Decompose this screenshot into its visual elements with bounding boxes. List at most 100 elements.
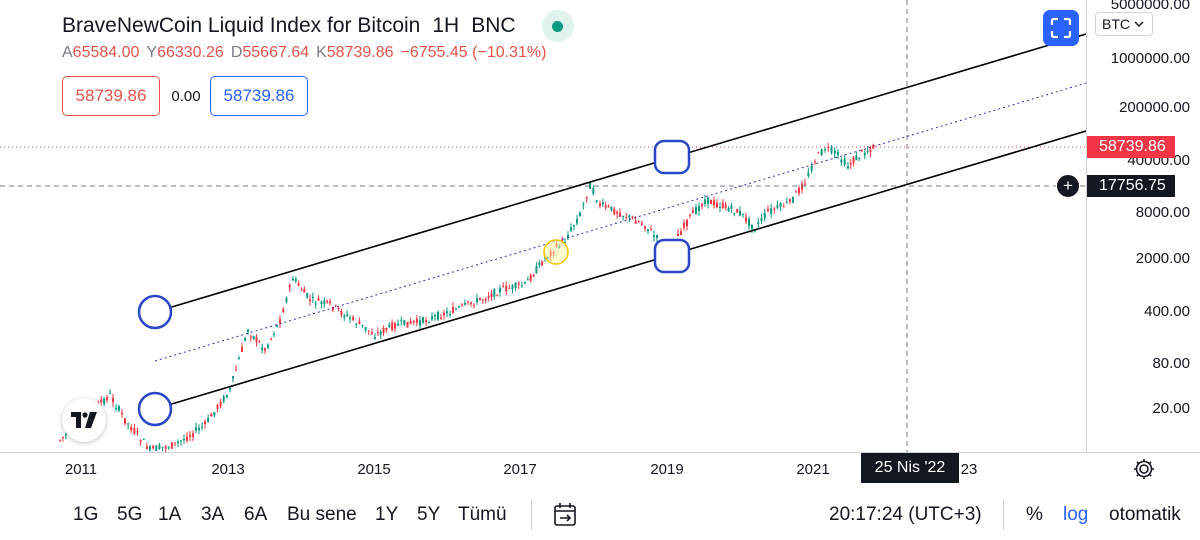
symbol-name: BraveNewCoin Liquid Index for Bitcoin bbox=[62, 14, 421, 37]
candle-body bbox=[496, 295, 499, 297]
candle-body bbox=[139, 440, 142, 442]
candle-body bbox=[431, 316, 433, 320]
time-axis[interactable]: 2011 2013 2015 2017 2019 2021 23 25 Nis … bbox=[0, 452, 1200, 484]
timeframe-button[interactable]: 3A bbox=[201, 504, 225, 525]
candle-body bbox=[394, 322, 396, 329]
candle-body bbox=[329, 301, 331, 304]
buy-button[interactable]: 58739.86 bbox=[210, 76, 308, 116]
candle-body bbox=[467, 301, 469, 303]
candle-body bbox=[258, 341, 261, 343]
candle-body bbox=[830, 147, 833, 153]
channel-upper-line[interactable] bbox=[154, 33, 1086, 313]
candle-body bbox=[346, 314, 349, 316]
channel-anchor-handle[interactable] bbox=[137, 391, 173, 427]
fullscreen-button[interactable] bbox=[1043, 10, 1079, 46]
timeframe-button[interactable]: 6A bbox=[244, 504, 268, 525]
clock[interactable]: 20:17:24 (UTC+3) bbox=[829, 504, 982, 525]
market-status-icon[interactable] bbox=[541, 10, 574, 42]
candle-body bbox=[382, 328, 385, 334]
candle-body bbox=[727, 208, 730, 212]
candle-body bbox=[785, 201, 788, 203]
candle-body bbox=[244, 338, 246, 341]
timeframe-button[interactable]: 1G bbox=[73, 504, 99, 525]
candle-body bbox=[686, 220, 688, 227]
timeframe-button[interactable]: 1A bbox=[158, 504, 182, 525]
candle-body bbox=[514, 282, 517, 289]
timeframe-button[interactable]: Tümü bbox=[458, 504, 507, 525]
open-value: 65584.00 bbox=[72, 44, 140, 61]
sell-button[interactable]: 58739.86 bbox=[62, 76, 160, 116]
candle-body bbox=[680, 231, 682, 235]
chart-pane[interactable]: BraveNewCoin Liquid Index for Bitcoin 1H… bbox=[0, 0, 1086, 452]
percent-toggle[interactable]: % bbox=[1026, 504, 1043, 525]
candle-body bbox=[653, 235, 655, 238]
time-tick: 2021 bbox=[796, 461, 830, 478]
candle-body bbox=[285, 297, 288, 303]
candle-body bbox=[763, 212, 766, 218]
timeframe-button[interactable]: 5G bbox=[117, 504, 143, 525]
candle-body bbox=[704, 199, 706, 204]
candle-body bbox=[490, 293, 493, 298]
currency-label: BTC bbox=[1102, 16, 1130, 32]
auto-scale-toggle[interactable]: otomatik bbox=[1109, 504, 1181, 525]
price-axis[interactable]: 5000000.00 BTC 1000000.00 200000.00 4000… bbox=[1086, 0, 1200, 452]
timeframe-button[interactable]: 5Y bbox=[417, 504, 441, 525]
candle-body bbox=[118, 406, 120, 411]
candle-body bbox=[713, 200, 715, 206]
candle-body bbox=[499, 288, 501, 293]
price-chart[interactable] bbox=[0, 0, 1086, 452]
candle-body bbox=[619, 212, 621, 217]
candle-body bbox=[355, 323, 358, 325]
candle-body bbox=[288, 284, 291, 288]
candle-body bbox=[625, 217, 628, 219]
timeframe-button[interactable]: 1Y bbox=[375, 504, 399, 525]
currency-select[interactable]: BTC bbox=[1095, 12, 1153, 36]
candle-body bbox=[538, 262, 541, 266]
close-label: K bbox=[316, 44, 327, 61]
channel-edit-handle[interactable] bbox=[653, 139, 691, 175]
candle-body bbox=[177, 442, 179, 444]
candle-body bbox=[115, 407, 117, 409]
spread-value: 0.00 bbox=[171, 87, 201, 105]
candle-body bbox=[792, 197, 794, 203]
candle-body bbox=[343, 315, 346, 318]
timeframe-button[interactable]: Bu sene bbox=[287, 504, 357, 525]
bottom-toolbar: 1G 5G 1A 3A 6A Bu sene 1Y 5Y Tümü 20:17:… bbox=[0, 490, 1200, 540]
candle-body bbox=[601, 202, 604, 205]
channel-edit-handle[interactable] bbox=[653, 238, 691, 274]
candle-body bbox=[689, 214, 691, 216]
gear-icon[interactable] bbox=[1132, 457, 1156, 481]
candle-body bbox=[174, 442, 176, 444]
candle-body bbox=[225, 394, 228, 398]
candle-body bbox=[352, 316, 355, 321]
candle-body bbox=[309, 299, 311, 302]
low-label: D bbox=[230, 44, 243, 61]
candle-body bbox=[419, 320, 421, 326]
candle-body bbox=[650, 228, 652, 230]
symbol-title[interactable]: BraveNewCoin Liquid Index for Bitcoin 1H… bbox=[62, 10, 574, 42]
fullscreen-icon bbox=[1050, 17, 1072, 39]
candle-body bbox=[121, 412, 123, 415]
candle-body bbox=[529, 275, 532, 281]
date-range-icon[interactable] bbox=[553, 502, 577, 528]
log-toggle[interactable]: log bbox=[1063, 504, 1089, 525]
candle-body bbox=[843, 158, 846, 165]
candle-body bbox=[326, 300, 329, 303]
candle-body bbox=[592, 187, 595, 194]
price-tick: 8000.00 bbox=[1135, 204, 1190, 221]
candle-body bbox=[861, 149, 863, 151]
tradingview-logo-icon[interactable] bbox=[62, 398, 106, 442]
candle-body bbox=[180, 440, 182, 442]
channel-lower-line[interactable] bbox=[154, 130, 1086, 410]
interval-label: 1H bbox=[432, 14, 460, 37]
candle-body bbox=[576, 219, 578, 224]
plus-circle-icon[interactable]: + bbox=[1056, 174, 1080, 198]
candle-body bbox=[331, 307, 334, 311]
channel-anchor-handle[interactable] bbox=[137, 294, 173, 330]
candle-body bbox=[279, 319, 281, 324]
candle-body bbox=[677, 233, 679, 237]
low-value: 55667.64 bbox=[242, 44, 310, 61]
candle-body bbox=[406, 321, 409, 328]
candle-body bbox=[751, 224, 753, 229]
candle-body bbox=[252, 335, 255, 340]
